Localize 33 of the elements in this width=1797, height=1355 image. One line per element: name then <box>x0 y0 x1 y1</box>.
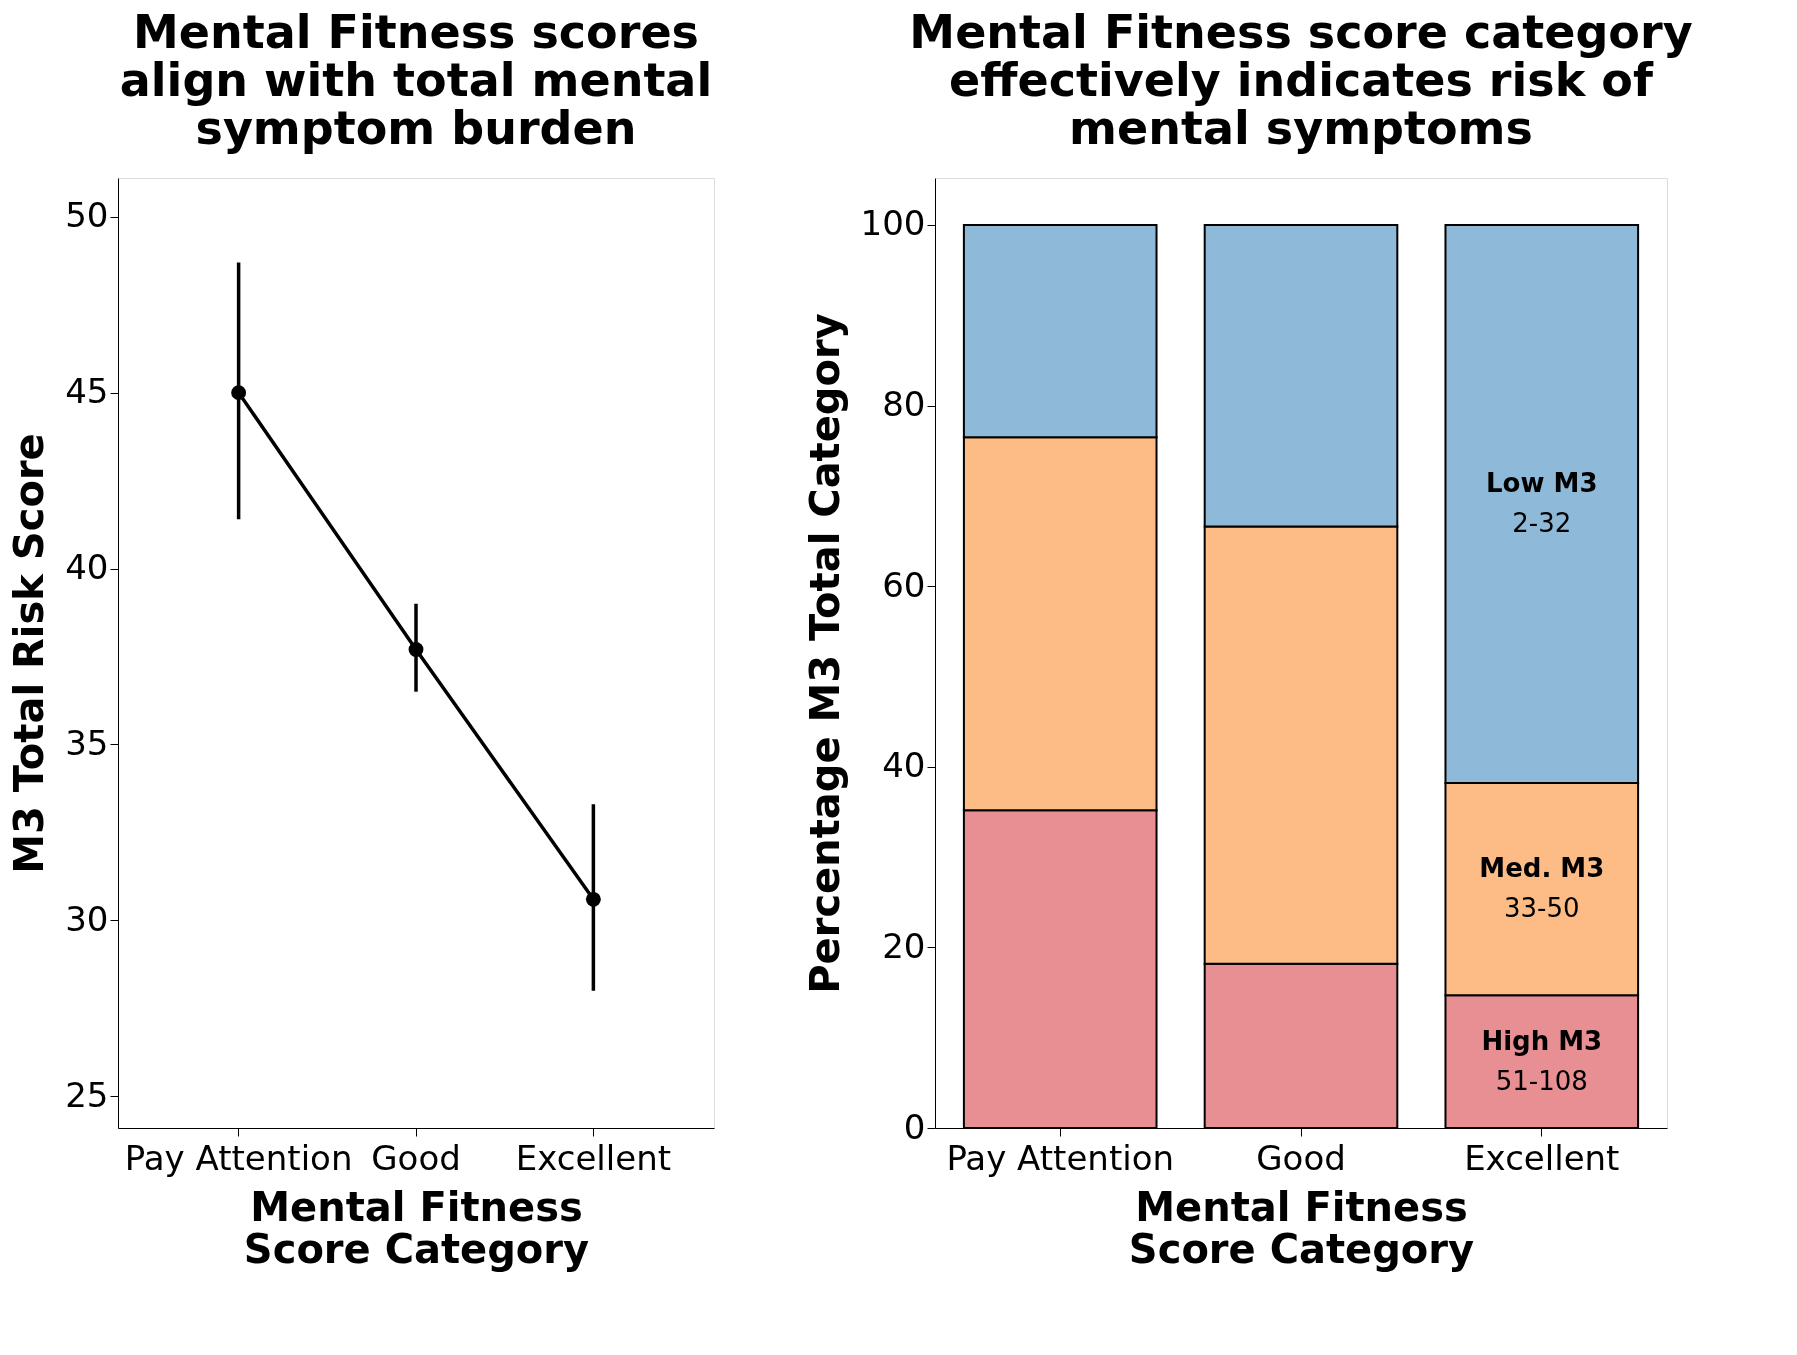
point <box>408 642 424 657</box>
annotation: 51-108 <box>1495 1065 1588 1096</box>
y-axis-title: M3 Total Risk Score <box>6 433 53 874</box>
y-tick-label: 40 <box>65 547 109 588</box>
y-tick-label: 35 <box>65 722 109 763</box>
x-axis-title: Mental Fitness Score Category <box>243 1183 590 1272</box>
y-tick-label: 100 <box>860 203 926 244</box>
x-tick-label: Pay Attention <box>124 1137 353 1178</box>
x-tick-label: Excellent <box>1464 1137 1620 1178</box>
annotation: 2-32 <box>1512 508 1572 538</box>
annotation: 33-50 <box>1504 893 1580 924</box>
x-tick-label: Good <box>1256 1137 1346 1178</box>
x-tick-label: Good <box>371 1137 461 1178</box>
x-axis-title: Mental Fitness Score Category <box>1128 1183 1475 1272</box>
y-tick-label: 60 <box>882 564 926 605</box>
y-tick-label: 20 <box>882 925 926 966</box>
chart-title: Mental Fitness score category effectively indicates risk of mental symptoms <box>909 5 1693 155</box>
y-tick-label: 50 <box>65 195 109 236</box>
point <box>231 385 247 401</box>
y-tick-label: 80 <box>882 384 926 425</box>
series-label: Low M3 <box>1486 468 1598 498</box>
y-tick-label: 40 <box>882 745 926 786</box>
y-tick-label: 30 <box>65 898 109 939</box>
y-tick-label: 25 <box>65 1074 109 1115</box>
y-tick-label: 45 <box>65 371 109 412</box>
series-label: Med. M3 <box>1479 853 1605 884</box>
y-tick-label: 0 <box>903 1106 926 1147</box>
chart-title: Mental Fitness scores align with total mental symptom burden <box>119 5 713 155</box>
x-tick-label: Pay Attention <box>946 1137 1175 1178</box>
y-axis-title: Percentage M3 Total Category <box>801 313 848 994</box>
point <box>585 891 601 907</box>
series-label: High M3 <box>1481 1025 1603 1056</box>
x-tick-label: Excellent <box>515 1137 672 1178</box>
